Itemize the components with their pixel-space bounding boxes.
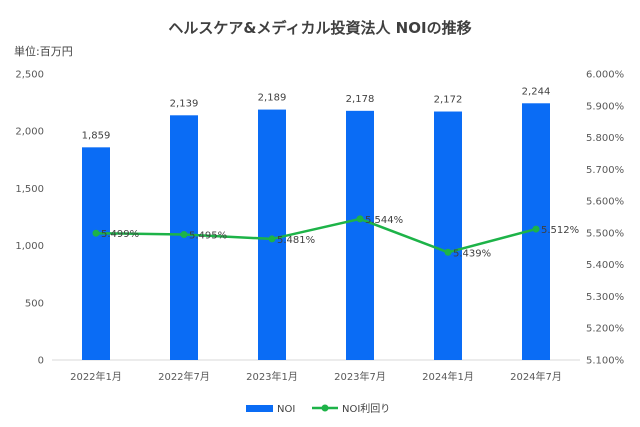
bar-noi [82,147,110,360]
bar-data-label: 2,178 [346,94,375,105]
y-right-tick-label: 5.200% [586,324,624,335]
y-right-tick-label: 5.800% [586,133,624,144]
data-labels: 1,859 2,139 2,189 2,178 2,172 2,244 5.499% 5.49… [82,86,579,259]
line-point-noi-yield [180,230,188,238]
line-point-noi-yield [356,215,364,223]
line-data-label: 5.544% [365,215,403,226]
line-data-label: 5.495% [189,230,227,241]
y-left-tick-label: 1,500 [15,184,44,195]
x-tick-label: 2023年7月 [334,370,386,383]
bar-data-label: 2,189 [258,93,287,104]
x-tick-label: 2024年7月 [510,370,562,383]
bar-noi [258,109,286,360]
line-point-noi-yield [92,229,100,237]
y-right-tick-label: 6.000% [586,70,624,81]
y-left-tick-label: 500 [25,298,44,309]
y-left-tick-label: 1,000 [15,241,44,252]
line-point-noi-yield [532,225,540,233]
y-left-tick-label: 2,000 [15,127,44,138]
bar-series-noi [82,103,550,361]
bar-data-label: 2,139 [170,98,199,109]
y-right-tick-label: 5.300% [586,292,624,303]
line-noi-yield [95,217,537,254]
line-data-label: 5.481% [277,235,315,246]
bar-data-label: 2,172 [434,95,463,106]
line-data-label: 5.499% [101,229,139,240]
legend-label-noi-yield: NOI利回り [342,403,390,415]
y-right-tick-label: 5.600% [586,197,624,208]
y-left-tick-label: 2,500 [15,70,44,81]
bar-data-label: 1,859 [82,130,111,141]
y-right-tick-label: 5.900% [586,101,624,112]
chart-title: ヘルスケア&メディカル投資法人 NOIの推移 [168,19,471,37]
x-tick-label: 2024年1月 [422,370,474,383]
axes: 0 500 1,000 1,500 2,000 2,500 5.100% 5.200% 5.30… [15,70,624,384]
bar-data-label: 2,244 [522,86,551,97]
y-right-tick-label: 5.100% [586,356,624,367]
line-point-noi-yield [268,235,276,243]
y-right-tick-label: 5.500% [586,228,624,239]
line-data-label: 5.512% [541,225,579,236]
bar-noi [434,111,462,361]
legend-label-noi: NOI [277,404,295,415]
legend-marker-noi-yield [321,404,329,412]
y-left-tick-label: 0 [38,356,44,367]
line-point-noi-yield [444,248,452,256]
x-tick-label: 2022年7月 [158,370,210,383]
line-data-label: 5.439% [453,248,491,259]
x-tick-label: 2023年1月 [246,370,298,383]
x-tick-label: 2022年1月 [70,370,122,383]
line-series-noi-yield [92,215,540,256]
unit-label: 単位:百万円 [14,44,73,58]
legend: NOI NOI利回り [246,403,390,415]
legend-swatch-noi [246,405,273,412]
y-right-tick-label: 5.400% [586,260,624,271]
bar-noi [346,110,374,361]
y-right-tick-label: 5.700% [586,165,624,176]
